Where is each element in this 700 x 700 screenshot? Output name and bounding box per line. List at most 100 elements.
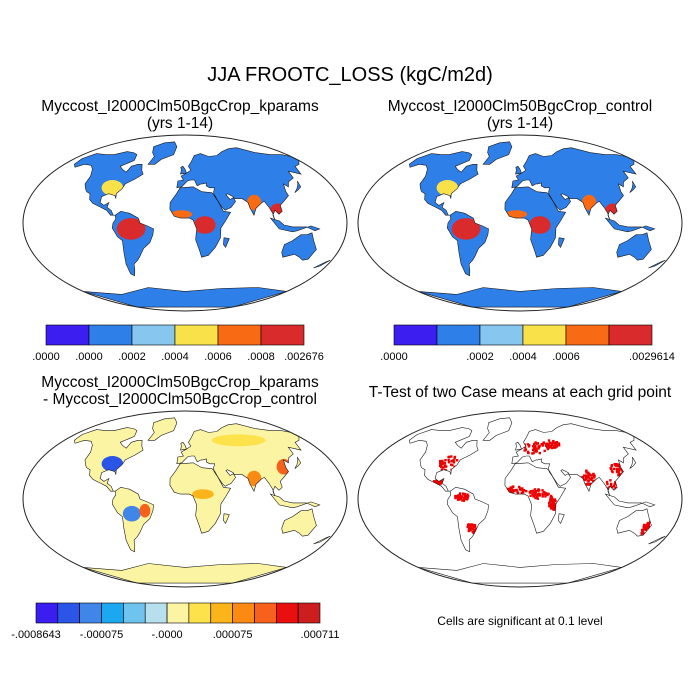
coast-madagascar	[223, 513, 230, 524]
main-title: JJA FROOTC_LOSS (kgC/m2d)	[207, 64, 493, 86]
coast-northAmerica	[73, 427, 144, 492]
colorbar-tick-label-4: .000711	[301, 629, 340, 641]
panel2-title-line2: (yrs 1-14)	[486, 115, 554, 132]
coast-australia	[281, 232, 317, 261]
panel3-title-line2: - Myccost_I2000Clm50BgcCrop_control	[43, 391, 317, 408]
coast-southAmerica	[446, 486, 489, 553]
map-frame	[357, 134, 683, 312]
coast-madagascar	[558, 513, 565, 524]
colorbar-box-2	[79, 602, 102, 624]
coast-britain	[515, 165, 522, 175]
coast-indonesia	[269, 493, 321, 509]
colorbar-boxes	[45, 324, 305, 346]
colorbar-tick-label-2: -.0000	[151, 629, 182, 641]
coast-britain	[515, 441, 522, 451]
colorbar-tick-label-0: .0000	[380, 351, 408, 363]
colorbar-box-1	[88, 324, 133, 346]
coastlines	[73, 417, 331, 584]
field-region-central-africa	[192, 489, 214, 499]
panel1-title-line2: (yrs 1-14)	[146, 115, 214, 132]
panel3-title-line1: Myccost_I2000Clm50BgcCrop_kparams	[41, 374, 319, 391]
colorbar-box-1	[57, 602, 80, 624]
coast-antarctica	[83, 287, 287, 308]
panel2-title: Myccost_I2000Clm50BgcCrop_control (yrs 1…	[355, 98, 685, 132]
coast-antarctica	[83, 563, 287, 584]
colorbar-box-0	[35, 602, 59, 624]
coast-southAmerica	[446, 210, 489, 277]
panel4-title-line1: T-Test of two Case means at each grid po…	[368, 384, 672, 401]
coast-indonesia	[269, 217, 321, 233]
colorbar-box-4	[217, 324, 262, 346]
colorbar-tick-label-1: -.000075	[80, 629, 123, 641]
colorbar-tick-label-5: .0008	[247, 351, 275, 363]
coast-australia	[281, 508, 317, 537]
colorbar-box-0	[393, 324, 438, 346]
coast-eurasia	[176, 423, 302, 497]
field-region-east-brazil	[139, 503, 151, 518]
coast-northAmerica	[408, 427, 479, 492]
coast-southAmerica	[111, 210, 154, 277]
significance-note: Cells are significant at 0.1 level	[437, 614, 603, 628]
colorbar-box-11	[275, 602, 299, 624]
coast-japan	[294, 180, 302, 193]
colorbar-tick-label-4: .0029614	[629, 351, 675, 363]
coast-northAmerica	[408, 151, 479, 216]
coast-japan	[294, 456, 302, 469]
map-kparams	[22, 134, 348, 312]
panel1-title-line1: Myccost_I2000Clm50BgcCrop_kparams	[41, 98, 319, 115]
colorbar-box-9	[232, 602, 255, 624]
coast-newzealand	[313, 259, 331, 269]
sig-cluster-europe	[522, 441, 550, 455]
colorbar-box-5	[260, 324, 305, 346]
coast-eurasia	[511, 147, 637, 221]
colorbar-box-2	[131, 324, 176, 346]
map-difference	[22, 410, 348, 588]
sig-cluster-russia	[542, 439, 561, 450]
field-region-west-africa	[505, 210, 528, 219]
field-region-eastern-us	[101, 456, 124, 472]
colorbar-box-5	[144, 602, 168, 624]
coast-antarctica	[418, 287, 622, 308]
colorbar-box-4	[123, 602, 146, 624]
colorbar-boxes	[35, 602, 321, 624]
field-region-central-south-america	[122, 505, 141, 522]
coast-africa	[169, 186, 232, 258]
colorbar-box-12	[297, 602, 321, 624]
coast-greenland	[482, 417, 513, 441]
field-region-siberia	[549, 154, 622, 171]
colorbar-box-7	[188, 602, 211, 624]
panel2-title-line1: Myccost_I2000Clm50BgcCrop_control	[387, 98, 653, 115]
coastlines	[408, 417, 666, 584]
colorbar-tick-label-3: .000075	[213, 629, 253, 641]
coastlines	[408, 141, 666, 308]
coast-newzealand	[648, 535, 666, 545]
field-region-boreal-eurasia	[211, 434, 266, 447]
field-region-eastern-us	[101, 180, 124, 196]
coast-newzealand	[313, 535, 331, 545]
colorbar-box-3	[174, 324, 219, 346]
coast-africa	[504, 462, 567, 534]
coast-indonesia	[604, 217, 656, 233]
coast-newzealand	[648, 259, 666, 269]
field-region-europe	[183, 166, 216, 179]
field-region-europe	[518, 166, 551, 179]
colorbar-box-3	[522, 324, 567, 346]
field-region-congo	[529, 216, 551, 234]
colorbar-control: .0000 .0002 .0004 .0006 .0029614	[380, 324, 675, 363]
coast-southAmerica	[111, 486, 154, 553]
panel4-title: T-Test of two Case means at each grid po…	[355, 384, 685, 401]
colorbar-tick-label-1: .0000	[75, 351, 103, 363]
colorbar-kparams: .0000 .0000 .0002 .0004 .0006 .0008 .002676	[32, 324, 324, 363]
colorbar-tick-label-4: .0006	[204, 351, 232, 363]
sig-cluster-east-china	[609, 462, 625, 477]
colorbar-tick-label-2: .0004	[509, 351, 537, 363]
colorbar-tick-label-2: .0002	[118, 351, 146, 363]
colorbar-tick-label-0: -.0008643	[11, 629, 61, 641]
coast-northAmerica	[73, 151, 144, 216]
colorbar-box-2	[479, 324, 524, 346]
coast-antarctica	[418, 563, 622, 584]
coast-madagascar	[223, 237, 230, 248]
colorbar-tick-label-1: .0002	[466, 351, 494, 363]
colorbar-boxes	[393, 324, 653, 346]
field-region-amazon	[116, 218, 146, 240]
